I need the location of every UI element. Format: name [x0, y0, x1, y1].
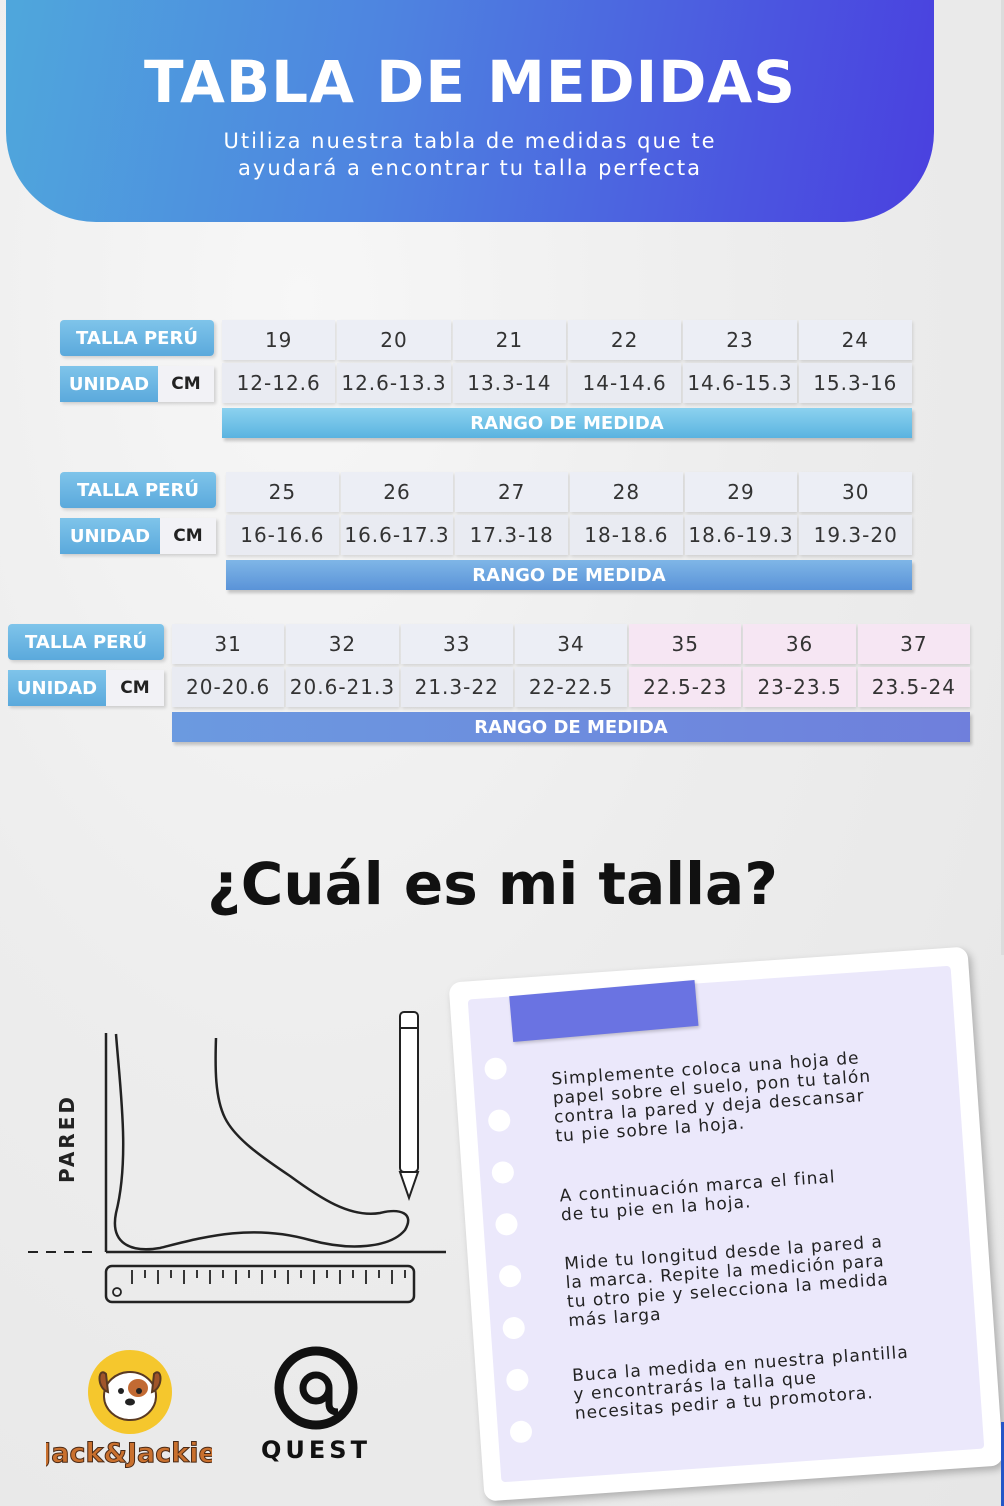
ranges-row: 20-20.6 20.6-21.3 21.3-22 22-22.5 22.5-23 23-… [172, 667, 972, 707]
size-cell: 31 [172, 624, 285, 664]
range-cell: 19.3-20 [799, 515, 913, 555]
size-table-2: 25 26 27 28 29 30 16-16.6 16.6-17.3 17.3-18 18-18… [226, 472, 914, 558]
instructions-note: Simplemente coloca una hoja de papel sob… [448, 946, 1004, 1502]
size-cell: 25 [226, 472, 339, 512]
range-cell: 13.3-14 [452, 363, 566, 403]
unidad-label-3: UNIDAD CM [8, 670, 164, 706]
range-cell: 16.6-17.3 [340, 515, 454, 555]
size-cell: 19 [222, 320, 336, 360]
range-cell: 14-14.6 [567, 363, 682, 403]
size-cell: 32 [286, 624, 399, 664]
edge-strip-accent [1001, 1422, 1004, 1506]
unidad-text: UNIDAD [60, 518, 160, 554]
foot-measure-diagram: PARED [28, 1011, 446, 1304]
range-cell: 20.6-21.3 [286, 667, 399, 707]
range-cell: 21.3-22 [400, 667, 513, 707]
size-cell: 21 [452, 320, 566, 360]
size-cell: 33 [400, 624, 513, 664]
range-cell: 23.5-24 [857, 667, 970, 707]
quest-logo: QUEST [261, 1346, 371, 1464]
size-cell: 29 [684, 472, 798, 512]
ranges-row: 12-12.6 12.6-13.3 13.3-14 14-14.6 14.6-15.3 1… [222, 363, 914, 403]
header-banner: TABLA DE MEDIDAS Utiliza nuestra tabla d… [6, 0, 934, 222]
range-cell: 12-12.6 [222, 363, 336, 403]
pencil-icon [398, 1011, 420, 1202]
size-cell: 27 [455, 472, 569, 512]
size-cell: 37 [857, 624, 970, 664]
sizes-row: 19 20 21 22 23 24 [222, 320, 914, 360]
rango-band-1: RANGO DE MEDIDA [222, 408, 912, 438]
subtitle-line-1: Utiliza nuestra tabla de medidas que te [223, 129, 717, 153]
unidad-label-1: UNIDAD CM [60, 366, 214, 402]
range-cell: 20-20.6 [172, 667, 285, 707]
unidad-label-2: UNIDAD CM [60, 518, 216, 554]
unidad-text: UNIDAD [8, 670, 106, 706]
size-cell: 28 [570, 472, 683, 512]
range-cell: 17.3-18 [455, 515, 569, 555]
jackjackie-logo: Jack&Jackie [46, 1350, 212, 1470]
talla-label-3: TALLA PERÚ [8, 624, 164, 660]
wall-label: PARED [55, 1094, 79, 1183]
size-table-3: 31 32 33 34 35 36 37 20-20.6 20.6-21.3 21.3-22 22-… [172, 624, 972, 710]
sizes-row: 31 32 33 34 35 36 37 [172, 624, 972, 664]
dog-face-icon [98, 1371, 162, 1421]
quest-wordmark: QUEST [261, 1436, 371, 1464]
size-cell: 22 [567, 320, 682, 360]
cm-text: CM [158, 366, 214, 402]
range-cell: 22.5-23 [629, 667, 742, 707]
question-heading: ¿Cuál es mi talla? [207, 850, 778, 918]
sizes-row: 25 26 27 28 29 30 [226, 472, 914, 512]
size-cell: 34 [514, 624, 628, 664]
size-cell: 35 [629, 624, 742, 664]
range-cell: 18-18.6 [570, 515, 683, 555]
cm-text: CM [106, 670, 164, 706]
range-cell: 15.3-16 [798, 363, 912, 403]
unidad-text: UNIDAD [60, 366, 158, 402]
rango-band-3: RANGO DE MEDIDA [172, 712, 970, 742]
page-title: TABLA DE MEDIDAS [143, 48, 797, 116]
cm-text: CM [160, 518, 216, 554]
size-cell: 23 [683, 320, 797, 360]
ruler-icon [104, 1264, 416, 1304]
size-cell: 30 [799, 472, 913, 512]
size-cell: 20 [337, 320, 451, 360]
range-cell: 12.6-13.3 [337, 363, 451, 403]
page-subtitle: Utiliza nuestra tabla de medidas que te … [6, 128, 934, 182]
range-cell: 23-23.5 [743, 667, 856, 707]
size-table-1: 19 20 21 22 23 24 12-12.6 12.6-13.3 13.3-14 14-14… [222, 320, 914, 406]
rango-band-2: RANGO DE MEDIDA [226, 560, 912, 590]
size-cell: 26 [340, 472, 454, 512]
foot-outline-icon [113, 1033, 410, 1251]
jackjackie-wordmark: Jack&Jackie [46, 1438, 212, 1469]
talla-label-1: TALLA PERÚ [60, 320, 214, 356]
range-cell: 22-22.5 [514, 667, 628, 707]
range-cell: 14.6-15.3 [683, 363, 797, 403]
range-cell: 16-16.6 [226, 515, 339, 555]
talla-label-2: TALLA PERÚ [60, 472, 216, 508]
size-cell: 24 [798, 320, 912, 360]
ranges-row: 16-16.6 16.6-17.3 17.3-18 18-18.6 18.6-19.3 1… [226, 515, 914, 555]
range-cell: 18.6-19.3 [684, 515, 798, 555]
subtitle-line-2: ayudará a encontrar tu talla perfecta [238, 156, 702, 180]
size-cell: 36 [743, 624, 856, 664]
edge-strip [1001, 0, 1004, 955]
quest-q-icon [274, 1346, 358, 1430]
